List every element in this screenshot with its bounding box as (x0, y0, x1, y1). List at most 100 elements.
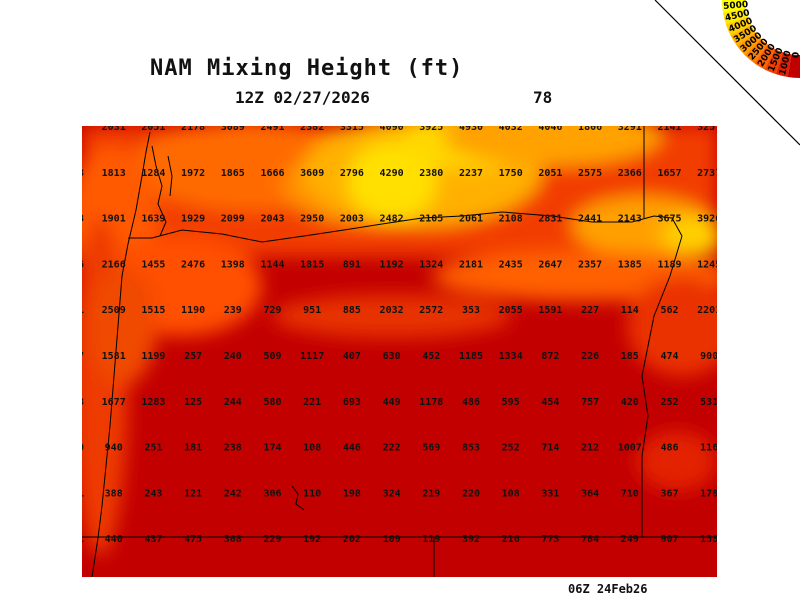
grid-value-r3-c13: 2357 (578, 259, 602, 270)
grid-value-r9-c3: 475 (184, 534, 202, 545)
grid-value-r9-c4: 308 (224, 534, 242, 545)
grid-value-r6-c11: 595 (502, 397, 520, 408)
grid-value-r4-c15: 562 (660, 305, 678, 316)
grid-value-r3-c10: 2181 (459, 259, 483, 270)
grid-value-r3-c9: 1324 (419, 259, 443, 270)
grid-value-r5-c15: 474 (660, 351, 678, 362)
grid-value-r7-c4: 238 (224, 443, 242, 454)
grid-value-r1-c10: 2237 (459, 168, 483, 179)
grid-value-r7-c9: 569 (422, 443, 440, 454)
grid-value-r8-c14: 710 (621, 488, 639, 499)
grid-value-r2-c7: 2003 (340, 214, 364, 225)
grid-value-r2-c6: 2950 (300, 214, 324, 225)
grid-value-r4-c11: 2055 (499, 305, 523, 316)
grid-value-r3-c5: 1144 (260, 259, 284, 270)
grid-value-r5-c4: 240 (224, 351, 242, 362)
legend-wedge-3000 (736, 32, 762, 56)
legend-diagonal (654, 0, 800, 146)
grid-value-r4-c14: 114 (621, 305, 639, 316)
init-time: 06Z 24Feb26 (568, 582, 648, 596)
grid-value-r8-c12: 331 (541, 488, 559, 499)
grid-value-r5-c2: 1199 (141, 351, 165, 362)
grid-value-r1-c1: 1813 (102, 168, 126, 179)
grid-value-r3-c0: 2166 (82, 259, 84, 270)
grid-value-r0-c13: 1806 (578, 126, 602, 133)
grid-value-r2-c5: 2043 (260, 214, 284, 225)
grid-value-r1-c3: 1972 (181, 168, 205, 179)
grid-values: 2031 2051 2178 3089 2491 2382 3315 4090 3925 4930… (82, 126, 717, 545)
grid-value-r3-c6: 1815 (300, 259, 324, 270)
grid-value-r8-c10: 220 (462, 488, 480, 499)
grid-value-r2-c12: 2831 (538, 214, 562, 225)
grid-value-r9-c11: 216 (502, 534, 520, 545)
grid-value-r1-c9: 2380 (419, 168, 443, 179)
grid-value-r5-c9: 452 (422, 351, 440, 362)
legend-wedge-1500 (764, 49, 784, 75)
grid-value-r2-c10: 2061 (459, 214, 483, 225)
grid-value-r9-c1: 440 (105, 534, 123, 545)
grid-value-r7-c5: 174 (263, 443, 281, 454)
grid-value-r0-c4: 3089 (221, 126, 245, 133)
grid-value-r2-c14: 2143 (618, 214, 642, 225)
grid-value-r0-c11: 4032 (499, 126, 523, 133)
legend-wedges (722, 0, 800, 78)
grid-value-r0-c3: 2178 (181, 126, 205, 133)
grid-value-r6-c1: 1677 (102, 397, 126, 408)
grid-value-r7-c11: 252 (502, 443, 520, 454)
legend-wedge-2000 (754, 44, 776, 70)
grid-value-r0-c5: 2491 (260, 126, 284, 133)
grid-value-r2-c1: 1901 (102, 214, 126, 225)
grid-value-r9-c13: 784 (581, 534, 599, 545)
grid-value-r1-c2: 1284 (141, 168, 165, 179)
legend-wedge-1000 (775, 52, 792, 78)
grid-value-r5-c14: 185 (621, 351, 639, 362)
grid-value-r8-c1: 388 (105, 488, 123, 499)
grid-value-r4-c6: 951 (303, 305, 321, 316)
grid-value-r8-c2: 243 (144, 488, 162, 499)
grid-value-r3-c15: 1189 (657, 259, 681, 270)
valid-time: 12Z 02/27/2026 (235, 88, 370, 107)
legend-wedge-5000 (722, 0, 746, 13)
legend-label-0: 0 (791, 52, 800, 59)
grid-value-r8-c8: 324 (383, 488, 401, 499)
grid-value-r8-c7: 198 (343, 488, 361, 499)
grid-value-r9-c0: 431 (82, 534, 84, 545)
grid-value-r4-c7: 885 (343, 305, 361, 316)
grid-value-r3-c14: 1385 (618, 259, 642, 270)
grid-value-r9-c8: 109 (383, 534, 401, 545)
grid-value-r2-c11: 2108 (499, 214, 523, 225)
grid-value-r5-c5: 509 (263, 351, 281, 362)
grid-value-r9-c16: 158 (700, 534, 717, 545)
grid-value-r1-c5: 1666 (260, 168, 284, 179)
grid-value-r4-c8: 2032 (380, 305, 404, 316)
legend-wedge-4500 (722, 8, 748, 25)
grid-value-r9-c9: 119 (422, 534, 440, 545)
grid-value-r1-c6: 3609 (300, 168, 324, 179)
grid-value-r4-c9: 2572 (419, 305, 443, 316)
grid-value-r5-c3: 257 (184, 351, 202, 362)
grid-value-r1-c7: 2796 (340, 168, 364, 179)
grid-value-r4-c12: 1591 (538, 305, 562, 316)
grid-value-r1-c13: 2575 (578, 168, 602, 179)
grid-value-r4-c10: 353 (462, 305, 480, 316)
color-field (82, 126, 717, 556)
grid-value-r7-c13: 212 (581, 443, 599, 454)
grid-value-r2-c13: 2441 (578, 214, 602, 225)
grid-value-r7-c0: 940 (82, 443, 84, 454)
grid-value-r7-c14: 1007 (618, 443, 642, 454)
grid-value-r7-c1: 940 (105, 443, 123, 454)
grid-value-r7-c8: 222 (383, 443, 401, 454)
grid-value-r9-c15: 907 (660, 534, 678, 545)
grid-value-r7-c16: 116 (700, 443, 717, 454)
grid-value-r5-c12: 872 (541, 351, 559, 362)
grid-value-r1-c14: 2366 (618, 168, 642, 179)
grid-value-r6-c3: 125 (184, 397, 202, 408)
grid-value-r6-c5: 580 (263, 397, 281, 408)
grid-value-r6-c13: 757 (581, 397, 599, 408)
grid-value-r2-c4: 2099 (221, 214, 245, 225)
grid-value-r7-c6: 108 (303, 443, 321, 454)
